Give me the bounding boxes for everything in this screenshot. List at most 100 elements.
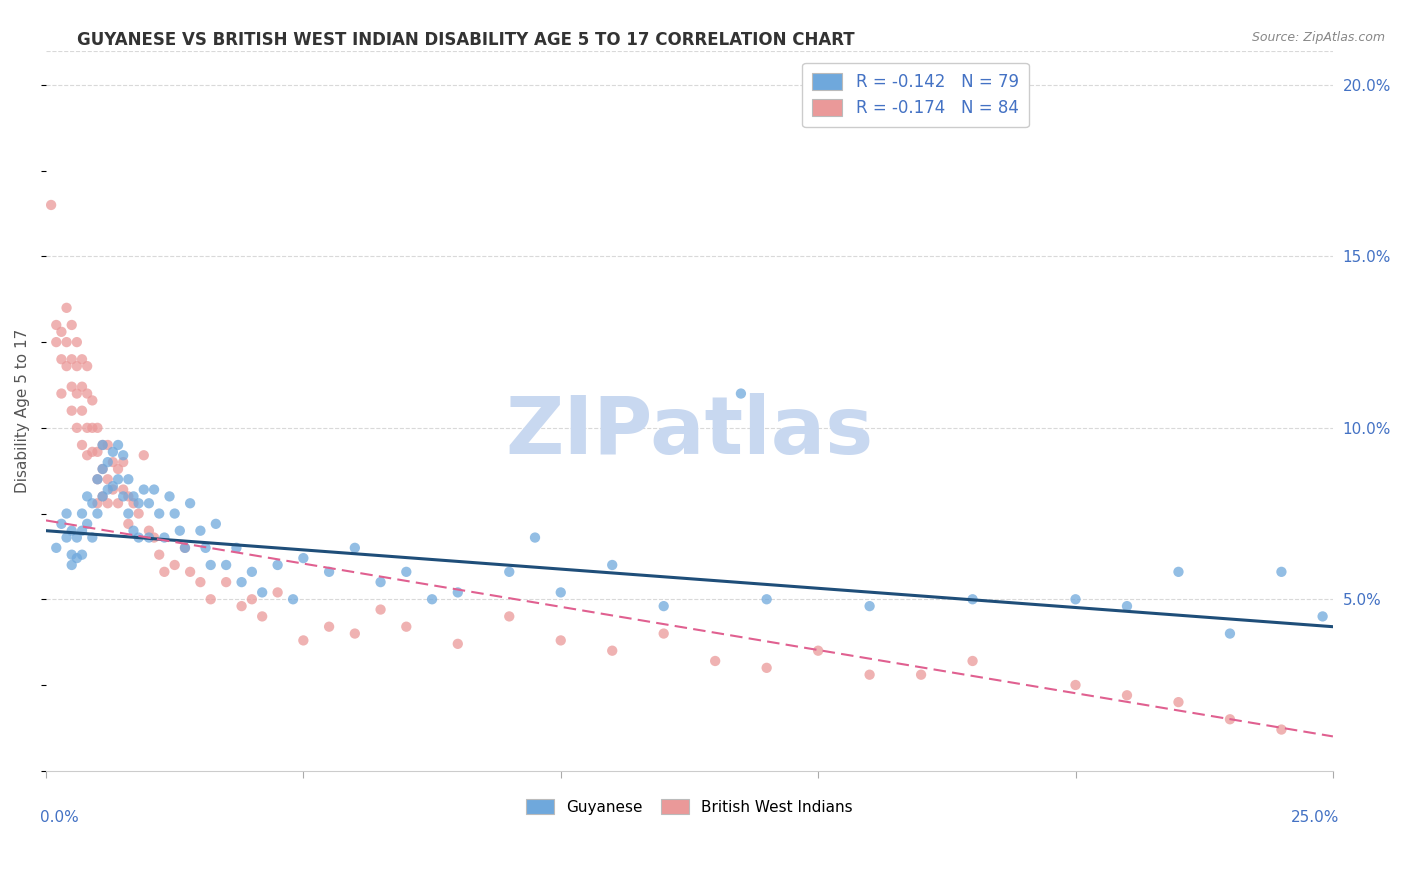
Y-axis label: Disability Age 5 to 17: Disability Age 5 to 17	[15, 328, 30, 492]
Point	[91, 462, 114, 476]
Point	[1270, 723, 1292, 737]
Point	[60, 524, 83, 538]
Point	[550, 633, 572, 648]
Point	[82, 531, 104, 545]
Point	[122, 490, 145, 504]
Point	[55, 531, 77, 545]
Point	[858, 667, 880, 681]
Point	[82, 445, 104, 459]
Point	[498, 565, 520, 579]
Point	[66, 335, 89, 350]
Text: 0.0%: 0.0%	[39, 810, 79, 825]
Point	[76, 386, 98, 401]
Point	[55, 301, 77, 315]
Point	[60, 558, 83, 572]
Point	[132, 448, 155, 462]
Point	[97, 496, 120, 510]
Point	[550, 585, 572, 599]
Point	[66, 531, 89, 545]
Point	[76, 421, 98, 435]
Point	[122, 524, 145, 538]
Point	[1219, 712, 1241, 726]
Point	[962, 654, 984, 668]
Point	[163, 558, 186, 572]
Point	[370, 575, 392, 590]
Point	[107, 496, 129, 510]
Point	[76, 490, 98, 504]
Point	[45, 541, 67, 555]
Point	[179, 496, 201, 510]
Point	[704, 654, 727, 668]
Point	[281, 592, 304, 607]
Point	[205, 516, 228, 531]
Point	[117, 490, 139, 504]
Point	[600, 643, 623, 657]
Text: 25.0%: 25.0%	[1291, 810, 1340, 825]
Point	[51, 386, 73, 401]
Point	[117, 507, 139, 521]
Point	[215, 558, 238, 572]
Point	[70, 380, 93, 394]
Point	[343, 626, 366, 640]
Point	[70, 403, 93, 417]
Point	[138, 524, 160, 538]
Point	[66, 359, 89, 373]
Point	[200, 592, 222, 607]
Point	[86, 445, 108, 459]
Point	[215, 575, 238, 590]
Point	[70, 507, 93, 521]
Point	[148, 548, 170, 562]
Point	[231, 575, 253, 590]
Point	[292, 633, 315, 648]
Point	[231, 599, 253, 614]
Point	[117, 516, 139, 531]
Point	[128, 496, 150, 510]
Point	[153, 531, 176, 545]
Point	[1116, 688, 1139, 702]
Point	[66, 421, 89, 435]
Point	[70, 438, 93, 452]
Point	[858, 599, 880, 614]
Point	[600, 558, 623, 572]
Point	[76, 359, 98, 373]
Point	[190, 575, 212, 590]
Point	[91, 490, 114, 504]
Point	[138, 531, 160, 545]
Point	[163, 507, 186, 521]
Point	[190, 524, 212, 538]
Text: Source: ZipAtlas.com: Source: ZipAtlas.com	[1251, 31, 1385, 45]
Point	[86, 472, 108, 486]
Point	[107, 462, 129, 476]
Point	[807, 643, 830, 657]
Point	[652, 626, 675, 640]
Point	[266, 585, 288, 599]
Point	[143, 531, 166, 545]
Legend: Guyanese, British West Indians: Guyanese, British West Indians	[520, 792, 859, 821]
Text: GUYANESE VS BRITISH WEST INDIAN DISABILITY AGE 5 TO 17 CORRELATION CHART: GUYANESE VS BRITISH WEST INDIAN DISABILI…	[77, 31, 855, 49]
Point	[51, 325, 73, 339]
Point	[343, 541, 366, 555]
Point	[1116, 599, 1139, 614]
Point	[91, 438, 114, 452]
Point	[128, 507, 150, 521]
Point	[86, 496, 108, 510]
Point	[524, 531, 547, 545]
Point	[55, 507, 77, 521]
Point	[66, 551, 89, 566]
Point	[91, 462, 114, 476]
Point	[194, 541, 217, 555]
Point	[225, 541, 247, 555]
Point	[107, 438, 129, 452]
Point	[112, 490, 135, 504]
Point	[45, 335, 67, 350]
Point	[86, 472, 108, 486]
Point	[755, 661, 778, 675]
Point	[148, 507, 170, 521]
Point	[86, 421, 108, 435]
Point	[250, 585, 273, 599]
Point	[86, 507, 108, 521]
Point	[51, 516, 73, 531]
Point	[962, 592, 984, 607]
Point	[101, 483, 124, 497]
Point	[82, 393, 104, 408]
